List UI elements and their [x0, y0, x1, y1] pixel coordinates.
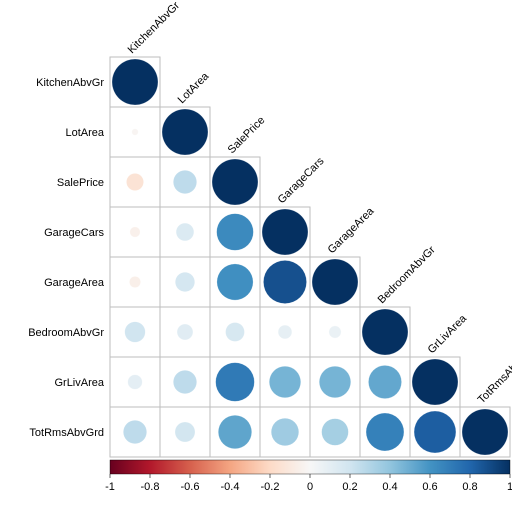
column-label: BedroomAbvGr — [376, 244, 438, 306]
correlation-circle — [368, 365, 402, 399]
row-label: LotArea — [65, 127, 104, 139]
correlation-circle — [328, 325, 342, 339]
correlation-circle — [216, 263, 254, 301]
row-label: BedroomAbvGr — [28, 327, 104, 339]
correlation-circle — [215, 362, 255, 402]
correlation-circle — [263, 260, 307, 304]
row-labels: KitchenAbvGr LotArea SalePrice GarageCars Ga… — [28, 77, 105, 439]
colorbar-tick-label: 0.6 — [422, 481, 437, 493]
colorbar-tick-label: -0.6 — [181, 481, 200, 493]
colorbar-tick-label: 0 — [307, 481, 313, 493]
colorbar-tick-label: -1 — [105, 481, 115, 493]
colorbar-ticks: -1 -0.8 -0.6 -0.4 -0.2 0 0.2 0.4 0.6 0.8 1 — [105, 474, 512, 493]
column-labels: KitchenAbvGr LotArea SalePriceGarageCarsGa… — [126, 0, 512, 406]
correlation-circle — [461, 408, 509, 456]
colorbar-tick-label: -0.8 — [141, 481, 160, 493]
correlation-circle — [131, 128, 139, 136]
column-label: GarageArea — [326, 205, 377, 256]
row-label: KitchenAbvGr — [36, 77, 104, 89]
correlation-circle — [126, 173, 144, 191]
correlation-circle — [225, 322, 245, 342]
column-label: GrLivArea — [426, 312, 470, 356]
correlation-circle — [173, 170, 197, 194]
correlation-circle — [277, 324, 293, 340]
row-label: TotRmsAbvGrd — [29, 427, 104, 439]
grid-cell — [459, 406, 511, 458]
column-label: LotArea — [176, 70, 212, 106]
correlation-circle — [361, 308, 409, 356]
correlation-circle — [124, 321, 146, 343]
correlation-circle — [129, 276, 141, 288]
colorbar-tick-label: 0.2 — [342, 481, 357, 493]
correlation-circle — [211, 158, 259, 206]
correlation-circle — [261, 208, 309, 256]
column-label: TotRmsAbvGrd — [476, 345, 512, 406]
correlation-circle — [161, 108, 209, 156]
correlation-circle — [175, 222, 195, 242]
correlation-circle — [319, 366, 351, 398]
correlation-circle — [176, 323, 194, 341]
row-label: GrLivArea — [54, 377, 104, 389]
row-label: GarageArea — [44, 277, 105, 289]
correlation-circles — [111, 58, 509, 456]
column-label: KitchenAbvGr — [126, 0, 183, 56]
colorbar-gradient — [109, 459, 511, 475]
correlation-circle — [129, 226, 141, 238]
correlation-circle — [216, 213, 254, 251]
correlation-circle — [127, 374, 143, 390]
row-label: SalePrice — [57, 177, 104, 189]
grid-cells — [109, 56, 511, 458]
colorbar: -1 -0.8 -0.6 -0.4 -0.2 0 0.2 0.4 0.6 0.8 1 — [105, 459, 512, 493]
correlation-circle — [365, 412, 405, 452]
correlation-circle — [111, 58, 159, 106]
correlation-circle — [321, 418, 349, 446]
colorbar-tick-label: 1 — [507, 481, 512, 493]
correlation-circle — [175, 272, 195, 292]
colorbar-tick-label: 0.8 — [462, 481, 477, 493]
correlation-circle — [123, 420, 147, 444]
correlation-circle — [271, 418, 300, 447]
correlation-circle — [269, 366, 301, 398]
correlation-circle — [174, 421, 196, 443]
correlation-circle — [218, 415, 252, 449]
correlation-circle — [411, 358, 459, 406]
colorbar-tick-label: -0.2 — [261, 481, 280, 493]
correlation-circle — [413, 410, 457, 454]
colorbar-tick-label: 0.4 — [382, 481, 397, 493]
colorbar-tick-label: -0.4 — [221, 481, 240, 493]
correlation-circle — [173, 370, 197, 394]
correlation-circle — [311, 258, 359, 306]
column-label: SalePrice — [226, 114, 268, 156]
row-label: GarageCars — [44, 227, 104, 239]
column-label: GarageCars — [276, 155, 327, 206]
